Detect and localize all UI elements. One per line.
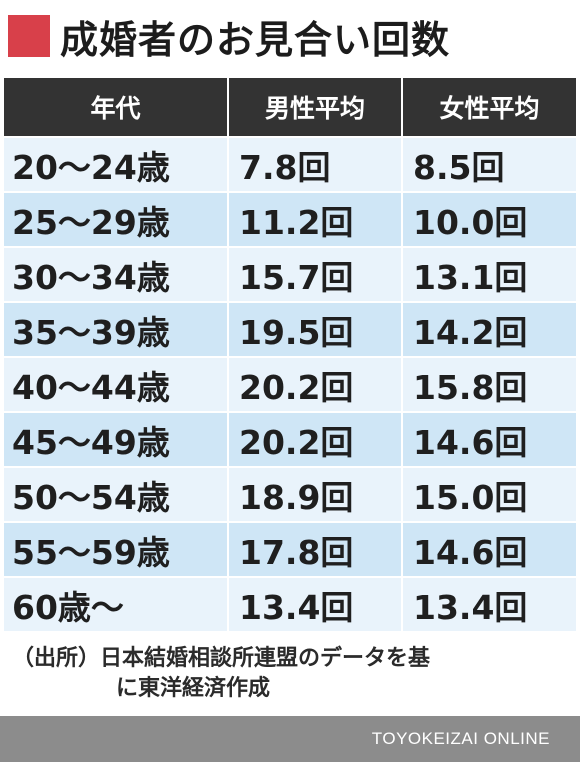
male-cell: 20.2回 [229,413,403,466]
female-cell: 15.0回 [413,477,528,517]
female-cell: 14.6回 [413,422,528,462]
header-age: 年代 [4,78,229,136]
table-row: 60歳〜 13.4回 13.4回 [4,576,576,631]
female-cell: 14.2回 [413,312,528,352]
table-row: 30〜34歳 15.7回 13.1回 [4,246,576,301]
source-note: （出所）日本結婚相談所連盟のデータを基 に東洋経済作成 [12,644,572,704]
page-title: 成婚者のお見合い回数 [60,17,451,62]
female-cell: 10.0回 [413,202,528,242]
data-table: 年代 男性平均 女性平均 20〜24歳 7.8回 8.5回 25〜29歳 11.… [4,78,576,631]
male-cell: 19.5回 [229,303,403,356]
title-bar: 成婚者のお見合い回数 [8,6,450,66]
table-row: 45〜49歳 20.2回 14.6回 [4,411,576,466]
age-cell: 35〜39歳 [4,303,229,356]
table-row: 35〜39歳 19.5回 14.2回 [4,301,576,356]
age-cell: 55〜59歳 [4,523,229,576]
table-row: 40〜44歳 20.2回 15.8回 [4,356,576,411]
table-header-row: 年代 男性平均 女性平均 [4,78,576,136]
age-cell: 25〜29歳 [4,193,229,246]
male-cell: 11.2回 [229,193,403,246]
age-cell: 45〜49歳 [4,413,229,466]
table-row: 20〜24歳 7.8回 8.5回 [4,136,576,191]
source-note-line-1: （出所）日本結婚相談所連盟のデータを基 [12,646,431,671]
female-cell: 13.1回 [413,257,528,297]
age-cell: 50〜54歳 [4,468,229,521]
female-cell: 13.4回 [413,587,528,627]
male-cell: 20.2回 [229,358,403,411]
age-cell: 20〜24歳 [4,138,229,191]
female-cell: 8.5回 [413,147,505,187]
header-female-average: 女性平均 [439,94,540,123]
source-note-line-2: に東洋経済作成 [116,676,271,701]
table-row: 50〜54歳 18.9回 15.0回 [4,466,576,521]
female-cell: 14.6回 [413,532,528,572]
age-cell: 30〜34歳 [4,248,229,301]
age-cell: 40〜44歳 [4,358,229,411]
female-cell: 15.8回 [413,367,528,407]
age-cell: 60歳〜 [4,578,229,631]
footer-bar: TOYOKEIZAI ONLINE [0,716,580,762]
male-cell: 18.9回 [229,468,403,521]
male-cell: 13.4回 [229,578,403,631]
footer-brand: TOYOKEIZAI ONLINE [371,729,550,748]
male-cell: 17.8回 [229,523,403,576]
male-cell: 7.8回 [229,138,403,191]
male-cell: 15.7回 [229,248,403,301]
table-row: 55〜59歳 17.8回 14.6回 [4,521,576,576]
header-male-average: 男性平均 [229,78,403,136]
table-row: 25〜29歳 11.2回 10.0回 [4,191,576,246]
title-accent-square [8,15,50,57]
